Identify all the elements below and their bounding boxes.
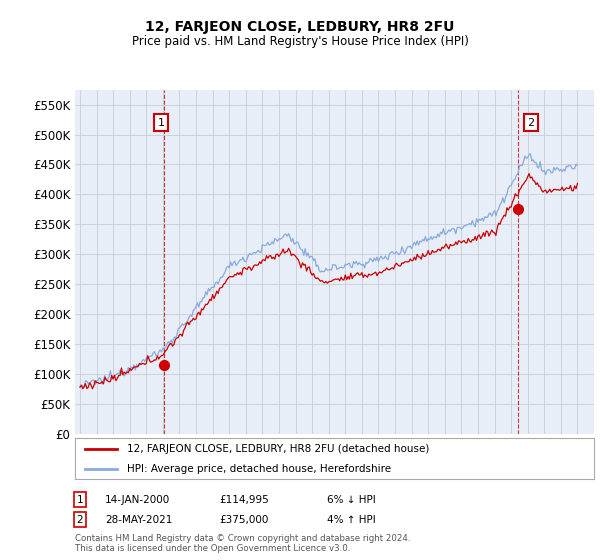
Text: 2: 2 <box>76 515 83 525</box>
Text: £114,995: £114,995 <box>219 494 269 505</box>
Text: 12, FARJEON CLOSE, LEDBURY, HR8 2FU: 12, FARJEON CLOSE, LEDBURY, HR8 2FU <box>145 20 455 34</box>
Text: HPI: Average price, detached house, Herefordshire: HPI: Average price, detached house, Here… <box>127 464 391 474</box>
Text: 14-JAN-2000: 14-JAN-2000 <box>105 494 170 505</box>
Text: Contains HM Land Registry data © Crown copyright and database right 2024.
This d: Contains HM Land Registry data © Crown c… <box>75 534 410 553</box>
Text: 12, FARJEON CLOSE, LEDBURY, HR8 2FU (detached house): 12, FARJEON CLOSE, LEDBURY, HR8 2FU (det… <box>127 445 429 454</box>
Text: 1: 1 <box>158 118 164 128</box>
Text: £375,000: £375,000 <box>219 515 268 525</box>
Text: 2: 2 <box>527 118 535 128</box>
Text: 4% ↑ HPI: 4% ↑ HPI <box>327 515 376 525</box>
Text: Price paid vs. HM Land Registry's House Price Index (HPI): Price paid vs. HM Land Registry's House … <box>131 35 469 48</box>
Text: 6% ↓ HPI: 6% ↓ HPI <box>327 494 376 505</box>
Text: 28-MAY-2021: 28-MAY-2021 <box>105 515 172 525</box>
Text: 1: 1 <box>76 494 83 505</box>
